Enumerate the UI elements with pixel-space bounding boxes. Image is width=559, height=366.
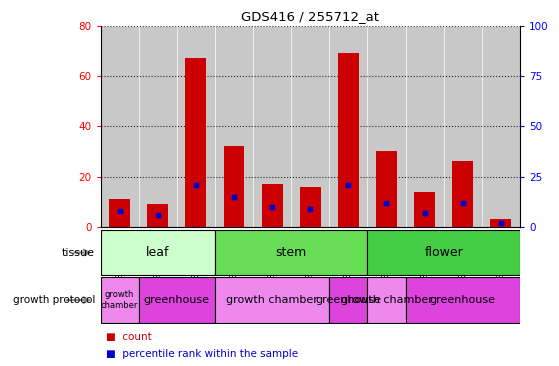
Bar	[452, 161, 473, 227]
Text: ■  count: ■ count	[106, 332, 152, 342]
Bar	[329, 26, 367, 227]
Bar	[224, 146, 244, 227]
Text: stem: stem	[276, 246, 307, 259]
Bar	[367, 230, 520, 275]
Bar	[338, 53, 359, 227]
Bar	[177, 26, 215, 227]
Text: growth chamber: growth chamber	[340, 295, 433, 305]
Bar	[482, 26, 520, 227]
Bar	[405, 277, 520, 323]
Text: growth
chamber: growth chamber	[101, 290, 139, 310]
Text: ■  percentile rank within the sample: ■ percentile rank within the sample	[106, 349, 299, 359]
Bar	[215, 277, 329, 323]
Bar	[186, 58, 206, 227]
Text: tissue: tissue	[62, 247, 95, 258]
Bar	[405, 26, 444, 227]
Bar	[253, 26, 291, 227]
Bar	[101, 277, 139, 323]
Bar	[101, 26, 139, 227]
Text: flower: flower	[424, 246, 463, 259]
Text: growth protocol: growth protocol	[13, 295, 95, 305]
Bar	[490, 219, 511, 227]
Text: growth chamber: growth chamber	[226, 295, 318, 305]
Bar	[367, 277, 405, 323]
Bar	[414, 192, 435, 227]
Text: greenhouse: greenhouse	[315, 295, 381, 305]
Bar	[490, 219, 511, 227]
Bar	[215, 26, 253, 227]
Bar	[367, 26, 405, 227]
Bar	[300, 187, 321, 227]
Title: GDS416 / 255712_at: GDS416 / 255712_at	[241, 10, 379, 23]
Bar	[148, 204, 168, 227]
Bar	[101, 230, 215, 275]
Bar	[109, 199, 130, 227]
Text: greenhouse: greenhouse	[430, 295, 496, 305]
Text: leaf: leaf	[146, 246, 169, 259]
Bar	[376, 152, 397, 227]
Bar	[414, 192, 435, 227]
Bar	[452, 161, 473, 227]
Bar	[291, 26, 329, 227]
Bar	[148, 204, 168, 227]
Bar	[139, 277, 215, 323]
Text: greenhouse: greenhouse	[144, 295, 210, 305]
Bar	[186, 58, 206, 227]
Bar	[262, 184, 283, 227]
Bar	[262, 184, 283, 227]
Bar	[444, 26, 482, 227]
Bar	[300, 187, 321, 227]
Bar	[329, 277, 367, 323]
Bar	[109, 199, 130, 227]
Bar	[224, 146, 244, 227]
Bar	[376, 152, 397, 227]
Bar	[338, 53, 359, 227]
Bar	[139, 26, 177, 227]
Bar	[215, 230, 367, 275]
